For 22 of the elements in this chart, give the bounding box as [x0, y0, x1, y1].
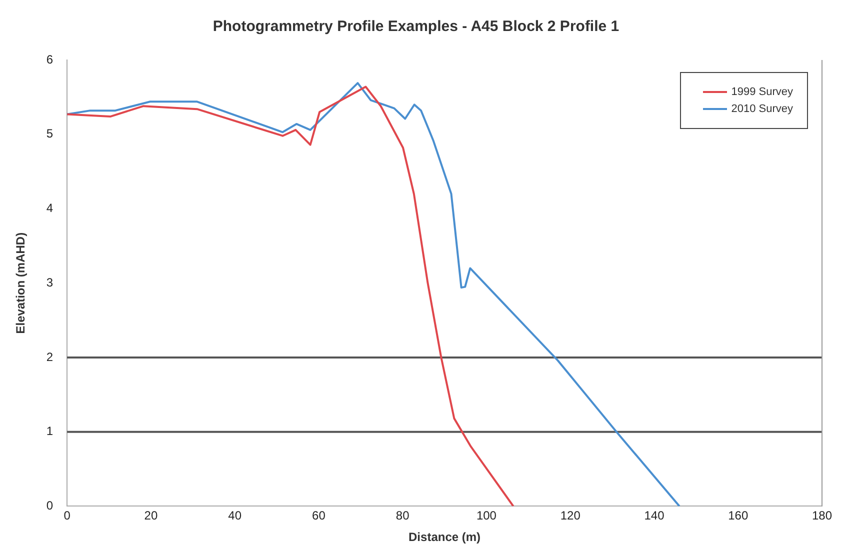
legend-label: 2010 Survey [731, 103, 793, 115]
x-tick-label: 100 [476, 508, 497, 523]
x-tick-label: 40 [228, 508, 242, 523]
y-tick-label: 6 [46, 52, 54, 66]
chart-title: Photogrammetry Profile Examples - A45 Block 2 Profile 1 [212, 18, 620, 36]
legend-label: 1999 Survey [731, 86, 793, 98]
y-axis-title: Elevation (mAHD) [14, 232, 28, 334]
y-tick-label: 2 [46, 350, 54, 364]
y-tick-label: 1 [46, 424, 54, 438]
x-tick-label: 20 [144, 508, 158, 523]
x-tick-label: 120 [560, 508, 581, 523]
x-tick-label: 60 [312, 508, 326, 523]
x-tick-label: 160 [728, 508, 748, 523]
x-tick-label: 140 [644, 508, 665, 523]
y-tick-label: 5 [46, 126, 54, 141]
x-axis-title: Distance (m) [408, 530, 481, 544]
x-tick-label: 0 [64, 508, 71, 523]
x-tick-label: 80 [396, 508, 410, 523]
y-tick-label: 0 [46, 498, 54, 513]
y-tick-label: 3 [46, 275, 54, 290]
y-tick-label: 4 [46, 201, 54, 216]
x-tick-label: 180 [812, 508, 832, 523]
